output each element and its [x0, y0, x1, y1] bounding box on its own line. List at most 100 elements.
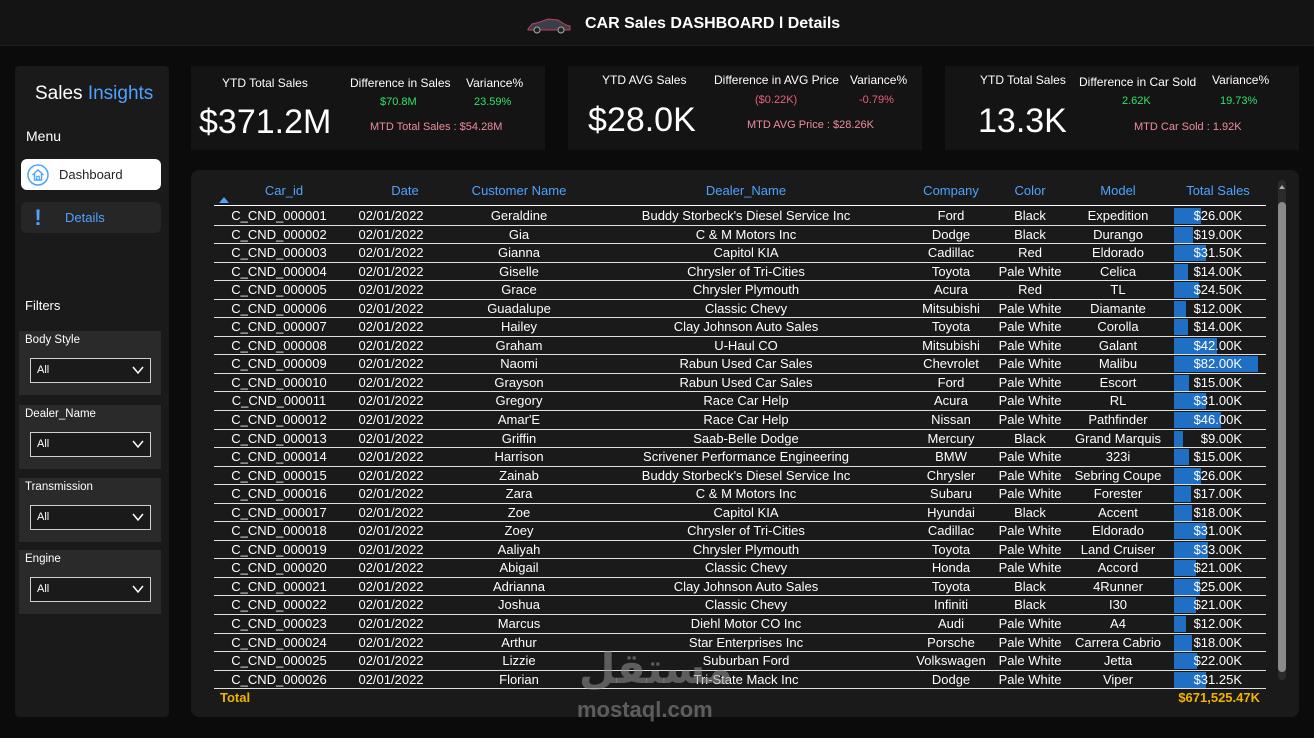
cell-model: Pathfinder	[1088, 412, 1148, 428]
cell-customer-name: Lizzie	[502, 653, 536, 669]
table-row[interactable]: C_CND_000006 02/01/2022 Guadalupe Classic C…	[214, 300, 1266, 319]
sales-data-bar	[1174, 245, 1207, 262]
cell-color: Pale White	[998, 616, 1062, 632]
kpi-value: $28.0K	[588, 101, 696, 139]
table-row[interactable]: C_CND_000020 02/01/2022 Abigail Classic Che…	[214, 559, 1266, 578]
table-row[interactable]: C_CND_000001 02/01/2022 Geraldine Buddy Sto…	[214, 207, 1266, 226]
table-row[interactable]: C_CND_000015 02/01/2022 Zainab Buddy Storbe…	[214, 467, 1266, 486]
vertical-scrollbar[interactable]	[1278, 180, 1286, 680]
table-row[interactable]: C_CND_000013 02/01/2022 Griffin Saab-Belle …	[214, 430, 1266, 449]
table-row[interactable]: C_CND_000014 02/01/2022 Harrison Scrivener …	[214, 448, 1266, 467]
table-row[interactable]: C_CND_000024 02/01/2022 Arthur Star Enterpr…	[214, 634, 1266, 653]
transmission-dropdown[interactable]: All	[30, 505, 151, 530]
column-header-model[interactable]: Model	[1100, 183, 1136, 198]
cell-model: TL	[1110, 282, 1126, 298]
cell-date: 02/01/2022	[358, 393, 424, 409]
table-row[interactable]: C_CND_000018 02/01/2022 Zoey Chrysler of Tr…	[214, 522, 1266, 541]
cell-color: Red	[1018, 245, 1042, 261]
cell-customer-name: Hailey	[500, 319, 538, 335]
column-header-company[interactable]: Company	[923, 183, 979, 198]
cell-car-id: C_CND_000008	[231, 337, 327, 353]
table-row[interactable]: C_CND_000019 02/01/2022 Aaliyah Chrysler Pl…	[214, 541, 1266, 560]
sales-data-bar	[1174, 616, 1187, 633]
table-row[interactable]: C_CND_000009 02/01/2022 Naomi Rabun Used Ca…	[214, 355, 1266, 374]
menu-label: Menu	[26, 128, 62, 144]
table-total-row: Total $671,525.47K	[214, 687, 1266, 707]
sales-data-bar	[1174, 393, 1206, 410]
engine-dropdown[interactable]: All	[30, 577, 151, 602]
cell-dealer-name: Classic Chevy	[704, 300, 788, 316]
cell-dealer-name: Capitol KIA	[713, 504, 779, 520]
kpi-label: YTD Total Sales	[980, 73, 1066, 87]
table-row[interactable]: C_CND_000008 02/01/2022 Graham U-Haul CO Mit…	[214, 337, 1266, 356]
scrollbar-thumb[interactable]	[1278, 202, 1286, 672]
column-header-car-id[interactable]: Car_id	[264, 183, 304, 198]
column-header-date[interactable]: Date	[391, 183, 419, 198]
table-row[interactable]: C_CND_000026 02/01/2022 Florian Tri-State M…	[214, 671, 1266, 690]
cell-model: Accent	[1098, 504, 1138, 520]
kpi-label: YTD AVG Sales	[602, 73, 687, 87]
nav-details-button[interactable]: ! Details	[21, 202, 161, 233]
cell-model: Carrera Cabrio	[1075, 634, 1161, 650]
table-row[interactable]: C_CND_000002 02/01/2022 Gia C & M Motors In…	[214, 226, 1266, 245]
cell-model: Diamante	[1090, 300, 1146, 316]
cell-date: 02/01/2022	[358, 467, 424, 483]
dropdown-value: All	[37, 511, 50, 523]
table-row[interactable]: C_CND_000007 02/01/2022 Hailey Clay Johnson…	[214, 318, 1266, 337]
kpi-variance-value: -0.79%	[859, 94, 894, 106]
cell-color: Pale White	[998, 300, 1062, 316]
sidebar: Sales Insights Menu Dashboard ! Details …	[15, 66, 169, 717]
cell-date: 02/01/2022	[358, 337, 424, 353]
table-row[interactable]: C_CND_000011 02/01/2022 Gregory Race Car He…	[214, 392, 1266, 412]
cell-total-sales: $42.00K	[1193, 337, 1242, 353]
kpi-value: 13.3K	[978, 102, 1067, 140]
nav-dashboard-button[interactable]: Dashboard	[21, 159, 161, 190]
cell-dealer-name: C & M Motors Inc	[695, 486, 797, 502]
cell-company: Chrysler	[926, 467, 976, 483]
cell-color: Red	[1018, 282, 1042, 298]
table-row[interactable]: C_CND_000021 02/01/2022 Adrianna Clay Johns…	[214, 578, 1266, 597]
cell-company: Dodge	[931, 226, 971, 242]
cell-color: Pale White	[998, 653, 1062, 669]
sales-data-bar	[1174, 430, 1184, 447]
table-row[interactable]: C_CND_000022 02/01/2022 Joshua Classic Chev…	[214, 596, 1266, 616]
watermark: مستقل mostaql.com	[575, 644, 741, 726]
cell-total-sales: $24.50K	[1193, 282, 1242, 298]
cell-model: 323i	[1105, 449, 1131, 465]
cell-color: Black	[1014, 578, 1046, 594]
dealer-name-dropdown[interactable]: All	[30, 432, 151, 457]
cell-dealer-name: Rabun Used Car Sales	[679, 374, 813, 390]
table-row[interactable]: C_CND_000004 02/01/2022 Giselle Chrysler of…	[214, 263, 1266, 282]
sales-data-bar	[1174, 226, 1194, 243]
cell-company: Infiniti	[934, 597, 968, 613]
table-row[interactable]: C_CND_000016 02/01/2022 Zara C & M Motors I…	[214, 485, 1266, 504]
column-header-color[interactable]: Color	[1014, 183, 1046, 198]
cell-customer-name: Zara	[505, 486, 533, 502]
table-row[interactable]: C_CND_000012 02/01/2022 Amar'E Race Car Hel…	[214, 411, 1266, 430]
body-style-dropdown[interactable]: All	[30, 358, 151, 383]
table-row[interactable]: C_CND_000023 02/01/2022 Marcus Diehl Motor …	[214, 615, 1266, 634]
table-row[interactable]: C_CND_000017 02/01/2022 Zoe Capitol KIA Hyun…	[214, 504, 1266, 523]
table-row[interactable]: C_CND_000003 02/01/2022 Gianna Capitol KIA C…	[214, 244, 1266, 263]
cell-dealer-name: Chrysler of Tri-Cities	[687, 523, 805, 539]
table-row[interactable]: C_CND_000025 02/01/2022 Lizzie Suburban For…	[214, 652, 1266, 671]
sales-data-bar	[1174, 578, 1200, 595]
table-row[interactable]: C_CND_000010 02/01/2022 Grayson Rabun Used …	[214, 374, 1266, 393]
cell-color: Pale White	[998, 634, 1062, 650]
cell-dealer-name: Buddy Storbeck's Diesel Service Inc	[641, 208, 851, 223]
cell-customer-name: Gianna	[498, 245, 540, 261]
cell-customer-name: Griffin	[501, 430, 537, 446]
cell-customer-name: Guadalupe	[487, 300, 551, 316]
cell-company: Acura	[934, 393, 968, 409]
cell-dealer-name: Saab-Belle Dodge	[693, 430, 799, 446]
sort-ascending-icon[interactable]	[219, 197, 229, 203]
cell-car-id: C_CND_000024	[231, 634, 327, 650]
column-header-total-sales[interactable]: Total Sales	[1186, 183, 1250, 198]
column-header-customer-name[interactable]: Customer Name	[471, 183, 567, 198]
dropdown-value: All	[37, 438, 50, 450]
table-row[interactable]: C_CND_000005 02/01/2022 Grace Chrysler Plym…	[214, 281, 1266, 300]
scroll-up-icon[interactable]	[1278, 182, 1286, 192]
cell-color: Pale White	[998, 523, 1062, 539]
chevron-down-icon	[132, 585, 144, 594]
column-header-dealer-name[interactable]: Dealer_Name	[705, 183, 787, 198]
